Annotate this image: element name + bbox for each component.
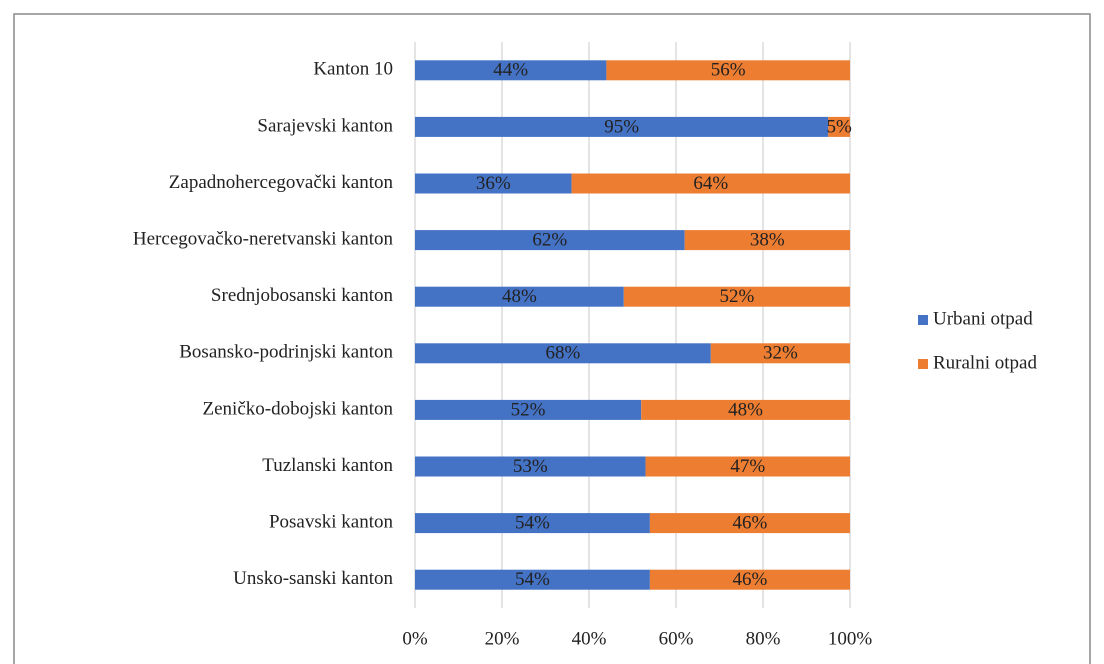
- y-tick-label: Bosansko-podrinjski kanton: [179, 342, 393, 363]
- data-label: 95%: [604, 116, 639, 137]
- data-label: 46%: [733, 569, 768, 590]
- bar-segment: [684, 230, 850, 251]
- bar-segment: [415, 116, 829, 137]
- bar-segment: [641, 399, 850, 420]
- data-label: 44%: [493, 60, 528, 81]
- bar-segment: [649, 513, 850, 534]
- data-label: 54%: [515, 569, 550, 590]
- x-tick-label: 40%: [572, 628, 607, 649]
- data-label: 48%: [728, 399, 763, 420]
- bar-segment: [415, 286, 624, 307]
- y-tick-label: Hercegovačko-neretvanski kanton: [133, 228, 394, 249]
- y-tick-label: Srednjobosanski kanton: [211, 285, 394, 306]
- y-tick-label: Zeničko-dobojski kanton: [203, 398, 394, 419]
- data-label: 68%: [545, 343, 580, 364]
- data-label: 32%: [763, 343, 798, 364]
- data-label: 5%: [826, 116, 852, 137]
- y-tick-label: Posavski kanton: [269, 511, 394, 532]
- bar-segment: [415, 230, 685, 251]
- data-label: 48%: [502, 286, 537, 307]
- bar-segment: [415, 456, 646, 477]
- y-tick-label: Zapadnohercegovački kanton: [169, 172, 394, 193]
- data-label: 47%: [730, 456, 765, 477]
- legend-swatch: [918, 359, 928, 369]
- bar-segment: [415, 343, 711, 364]
- bar-segment: [415, 513, 650, 534]
- bar-segment: [415, 60, 607, 81]
- x-tick-label: 20%: [485, 628, 520, 649]
- legend-swatch: [918, 315, 928, 325]
- bar-segment: [828, 116, 850, 137]
- y-tick-label: Tuzlanski kanton: [262, 455, 393, 476]
- data-label: 62%: [532, 229, 567, 250]
- data-label: 46%: [733, 512, 768, 533]
- x-tick-label: 60%: [659, 628, 694, 649]
- data-label: 36%: [476, 173, 511, 194]
- data-label: 52%: [719, 286, 754, 307]
- bar-segment: [415, 399, 642, 420]
- data-label: 56%: [711, 60, 746, 81]
- bar-segment: [415, 569, 650, 590]
- bar-segment: [606, 60, 850, 81]
- legend-label: Ruralni otpad: [933, 352, 1037, 373]
- bar-segment: [623, 286, 850, 307]
- bar-segment: [645, 456, 850, 477]
- data-label: 38%: [750, 229, 785, 250]
- x-tick-label: 100%: [828, 628, 873, 649]
- bar-segment: [710, 343, 850, 364]
- y-tick-label: Unsko-sanski kanton: [233, 568, 393, 589]
- data-label: 53%: [513, 456, 548, 477]
- chart-border: [13, 13, 1091, 664]
- data-label: 52%: [511, 399, 546, 420]
- data-label: 64%: [693, 173, 728, 194]
- y-tick-label: Sarajevski kanton: [257, 115, 393, 136]
- data-label: 54%: [515, 512, 550, 533]
- bar-segment: [415, 173, 572, 194]
- bar-segment: [649, 569, 850, 590]
- bar-segment: [571, 173, 850, 194]
- x-tick-label: 0%: [402, 628, 428, 649]
- y-tick-label: Kanton 10: [313, 59, 393, 80]
- x-tick-label: 80%: [746, 628, 781, 649]
- legend-label: Urbani otpad: [933, 308, 1033, 329]
